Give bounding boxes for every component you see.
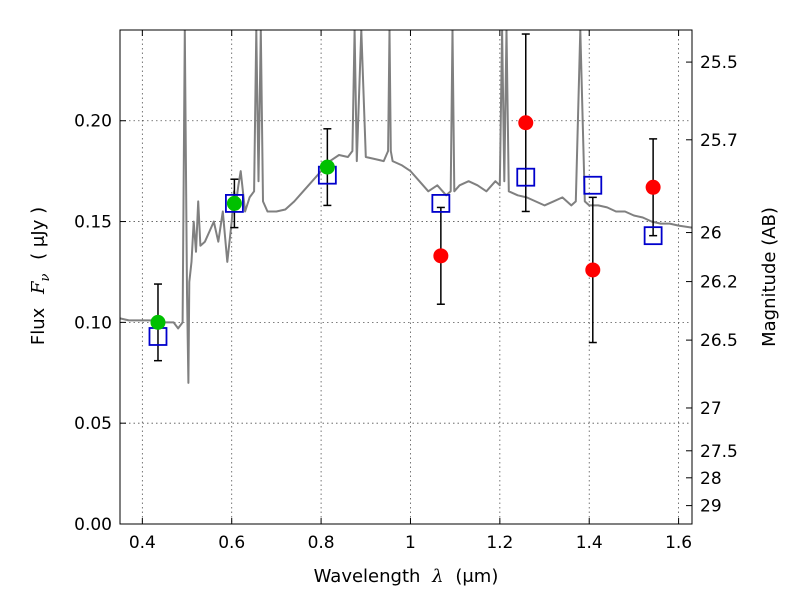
x-tick-label: 1.4	[576, 533, 603, 553]
y2-tick-label: 26.2	[700, 273, 738, 293]
model-marker	[583, 175, 603, 195]
y2-tick-label: 25.5	[700, 53, 738, 73]
x-tick-label: 0.6	[218, 533, 245, 553]
optical-point	[319, 159, 335, 175]
y-tick-label: 0.05	[74, 414, 112, 434]
x-tick-label: 0.8	[308, 533, 335, 553]
y2-tick-label: 27.5	[700, 442, 738, 462]
nir-point	[518, 115, 534, 131]
y2-tick-label: 26.5	[700, 331, 738, 351]
y-tick-label: 0.10	[74, 313, 112, 333]
optical-point	[226, 195, 242, 211]
grid-lines	[120, 30, 692, 525]
y2-tick-label: 27	[700, 399, 722, 419]
model-spectrum	[120, 30, 692, 384]
y2-axis-label: Magnitude (AB)	[759, 207, 780, 347]
x-tick-label: 1.2	[486, 533, 513, 553]
y-tick-label: 0.20	[74, 112, 112, 132]
y2-tick-label: 28	[700, 469, 722, 489]
y-tick-label: 0.15	[74, 213, 112, 233]
x-tick-label: 0.4	[129, 533, 156, 553]
nir-point	[645, 179, 661, 195]
model-marker	[431, 194, 451, 213]
nir-point	[585, 262, 601, 278]
optical-point	[150, 314, 166, 330]
y2-tick-label: 26	[700, 224, 722, 244]
x-axis-ticks: 0.4 0.6 0.8 1 1.2 1.4 1.6	[129, 30, 692, 553]
y2-tick-label: 29	[700, 497, 722, 517]
x-tick-label: 1	[405, 533, 416, 553]
model-marker	[643, 226, 663, 246]
photometry-points	[148, 33, 663, 362]
y-tick-label: 0.00	[74, 515, 112, 535]
plot-frame	[119, 29, 693, 525]
x-tick-label: 1.6	[665, 533, 692, 553]
y2-axis-ticks: 25.5 25.7 26 26.2 26.5 27 27.5 28 29	[686, 53, 738, 517]
model-marker	[224, 194, 244, 213]
y-axis-label: Flux Fν ( μJy )	[28, 207, 54, 345]
y-axis-ticks: 0.00 0.05 0.10 0.15 0.20	[74, 112, 126, 535]
spectrum-line	[120, 30, 692, 384]
x-axis-label: Wavelength λ (μm)	[314, 566, 499, 587]
nir-point	[433, 248, 449, 264]
model-marker	[516, 167, 536, 187]
y2-tick-label: 25.7	[700, 131, 738, 151]
